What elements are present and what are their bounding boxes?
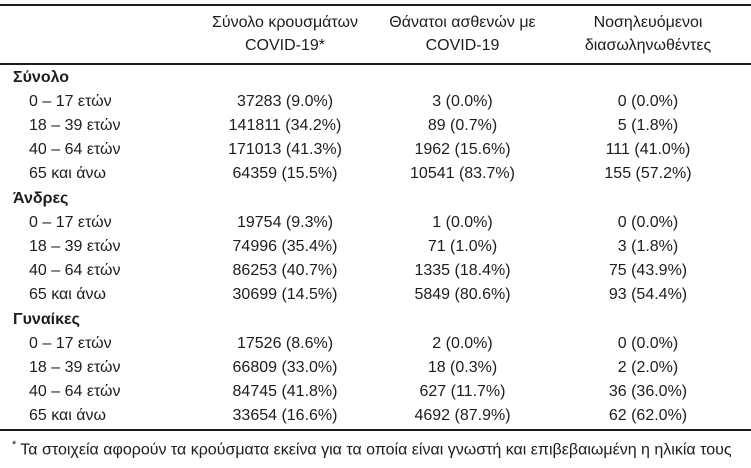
table-row: 40 – 64 ετών 84745 (41.8%) 627 (11.7%) 3… [0, 380, 751, 404]
intubated-value: 0 (0.0%) [617, 93, 679, 110]
cases-value: 30699 (14.5%) [232, 286, 338, 303]
deaths-value: 10541 (83.7%) [410, 165, 515, 182]
section-label: Σύνολο [13, 68, 70, 86]
footnote: * Τα στοιχεία αφορούν τα κρούσματα εκείνα… [0, 429, 751, 460]
cases-value: 171013 (41.3%) [228, 141, 342, 158]
section-row-men: Άνδρες [0, 186, 751, 211]
age-label: 18 – 39 ετών [29, 359, 121, 376]
table-row: 18 – 39 ετών 66809 (33.0%) 18 (0.3%) 2 (… [0, 356, 751, 380]
section-row-total: Σύνολο [0, 64, 751, 90]
table-row: 0 – 17 ετών 19754 (9.3%) 1 (0.0%) 0 (0.0… [0, 211, 751, 235]
table-row: 65 και άνω 33654 (16.6%) 4692 (87.9%) 62… [0, 404, 751, 428]
stats-table: Σύνολο κρουσμάτων COVID-19* Θάνατοι ασθε… [0, 4, 751, 428]
age-label: 65 και άνω [29, 286, 107, 303]
deaths-value: 1 (0.0%) [432, 214, 493, 231]
deaths-value: 2 (0.0%) [432, 335, 493, 352]
age-label: 18 – 39 ετών [29, 238, 121, 255]
intubated-value: 93 (54.4%) [608, 286, 688, 303]
col-header-cases: Σύνολο κρουσμάτων COVID-19* [190, 5, 380, 65]
section-label: Γυναίκες [13, 310, 80, 328]
footnote-text: Τα στοιχεία αφορούν τα κρούσματα εκείνα … [20, 441, 732, 459]
age-label: 0 – 17 ετών [29, 335, 112, 352]
deaths-value: 1335 (18.4%) [414, 262, 511, 279]
section-row-women: Γυναίκες [0, 307, 751, 332]
intubated-value: 3 (1.8%) [617, 238, 679, 255]
intubated-value: 0 (0.0%) [617, 214, 679, 231]
col-header-intubated: Νοσηλευόμενοι διασωληνωθέντες [545, 5, 751, 65]
age-label: 40 – 64 ετών [29, 141, 121, 158]
deaths-value: 18 (0.3%) [427, 359, 498, 376]
deaths-value: 1962 (15.6%) [414, 141, 511, 158]
deaths-value: 71 (1.0%) [427, 238, 498, 255]
table-body: Σύνολο 0 – 17 ετών 37283 (9.0%) 3 (0.0%)… [0, 64, 751, 428]
cases-value: 84745 (41.8%) [232, 383, 338, 400]
cases-value: 17526 (8.6%) [236, 335, 334, 352]
col-header-cases-line1: Σύνολο κρουσμάτων [211, 14, 358, 31]
deaths-value: 4692 (87.9%) [414, 407, 511, 424]
col-header-deaths-line1: Θάνατοι ασθενών με [389, 14, 536, 31]
cases-value: 86253 (40.7%) [232, 262, 338, 279]
table-row: 0 – 17 ετών 17526 (8.6%) 2 (0.0%) 0 (0.0… [0, 332, 751, 356]
table-row: 18 – 39 ετών 74996 (35.4%) 71 (1.0%) 3 (… [0, 235, 751, 259]
age-label: 65 και άνω [29, 407, 107, 424]
age-label: 0 – 17 ετών [29, 93, 112, 110]
age-label: 40 – 64 ετών [29, 383, 121, 400]
intubated-value: 0 (0.0%) [617, 335, 679, 352]
cases-value: 74996 (35.4%) [232, 238, 338, 255]
intubated-value: 75 (43.9%) [608, 262, 688, 279]
col-header-deaths-line2: COVID-19 [425, 37, 500, 54]
table-header: Σύνολο κρουσμάτων COVID-19* Θάνατοι ασθε… [0, 5, 751, 65]
col-header-intubated-line2: διασωληνωθέντες [584, 37, 712, 54]
col-header-intubated-line1: Νοσηλευόμενοι [593, 14, 703, 31]
table-row: 65 και άνω 64359 (15.5%) 10541 (83.7%) 1… [0, 162, 751, 186]
cases-value: 37283 (9.0%) [236, 93, 334, 110]
age-label: 18 – 39 ετών [29, 117, 121, 134]
intubated-value: 111 (41.0%) [605, 141, 691, 158]
deaths-value: 3 (0.0%) [432, 93, 493, 110]
age-label: 40 – 64 ετών [29, 262, 121, 279]
table-row: 0 – 17 ετών 37283 (9.0%) 3 (0.0%) 0 (0.0… [0, 90, 751, 114]
footnote-marker: * [12, 439, 17, 451]
intubated-value: 62 (62.0%) [608, 407, 688, 424]
age-label: 0 – 17 ετών [29, 214, 112, 231]
age-label: 65 και άνω [29, 165, 107, 182]
intubated-value: 155 (57.2%) [604, 165, 692, 182]
cases-value: 19754 (9.3%) [236, 214, 334, 231]
deaths-value: 5849 (80.6%) [414, 286, 511, 303]
header-empty-cell [0, 5, 190, 65]
cases-value: 64359 (15.5%) [232, 165, 338, 182]
table-row: 40 – 64 ετών 86253 (40.7%) 1335 (18.4%) … [0, 259, 751, 283]
table-row: 40 – 64 ετών 171013 (41.3%) 1962 (15.6%)… [0, 138, 751, 162]
table-row: 65 και άνω 30699 (14.5%) 5849 (80.6%) 93… [0, 283, 751, 307]
col-header-cases-line2: COVID-19* [244, 37, 326, 54]
deaths-value: 89 (0.7%) [427, 117, 498, 134]
intubated-value: 2 (2.0%) [617, 359, 679, 376]
table-row: 18 – 39 ετών 141811 (34.2%) 89 (0.7%) 5 … [0, 114, 751, 138]
deaths-value: 627 (11.7%) [419, 383, 506, 400]
cases-value: 66809 (33.0%) [232, 359, 338, 376]
section-label: Άνδρες [13, 189, 69, 207]
intubated-value: 36 (36.0%) [608, 383, 688, 400]
cases-value: 141811 (34.2%) [228, 117, 342, 134]
intubated-value: 5 (1.8%) [617, 117, 679, 134]
cases-value: 33654 (16.6%) [232, 407, 338, 424]
col-header-deaths: Θάνατοι ασθενών με COVID-19 [380, 5, 545, 65]
